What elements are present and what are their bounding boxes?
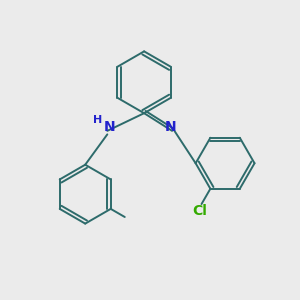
Text: N: N (165, 120, 176, 134)
Text: H: H (93, 115, 103, 125)
Text: N: N (104, 120, 116, 134)
Text: Cl: Cl (193, 203, 208, 218)
